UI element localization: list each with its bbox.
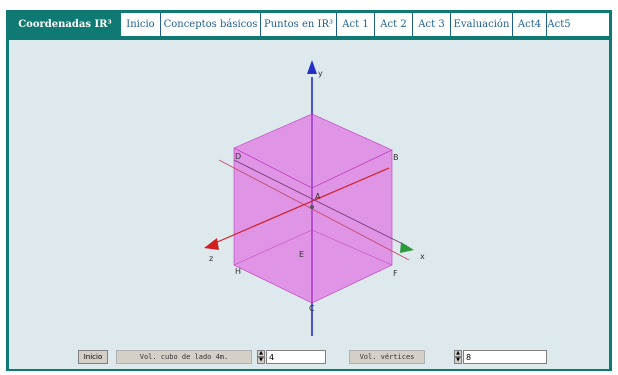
vertices-input[interactable]: 8 [463, 350, 547, 364]
tab-inicio[interactable]: Inicio [121, 13, 161, 36]
tab-puntos[interactable]: Puntos en IR³ [261, 13, 337, 36]
tab-act5[interactable]: Act5 [547, 19, 571, 30]
z-axis-label: z [209, 254, 214, 263]
vertices-label: Vol. vértices [349, 350, 425, 364]
z-axis-line [214, 167, 390, 244]
tab-coordenadas[interactable]: Coordenadas IR³ [9, 13, 121, 36]
stepper-down-icon[interactable]: ▼ [454, 357, 462, 364]
vertex-label-b: B [393, 153, 399, 162]
z-axis-back [218, 159, 410, 261]
cube-scene [204, 60, 414, 336]
stepper-down-icon[interactable]: ▼ [257, 357, 265, 364]
y-axis-label: y [318, 69, 323, 78]
cube-back-edge-3 [311, 229, 393, 266]
vertex-label-a: A [315, 192, 321, 201]
tab-evaluacion[interactable]: Evaluación [451, 13, 513, 36]
vertex-label-e: E [299, 250, 305, 259]
tab-act1[interactable]: Act 1 [337, 13, 375, 36]
vertex-label-f: F [393, 269, 398, 278]
vertex-label-d: D [235, 152, 242, 161]
x-axis-arrow [400, 242, 414, 253]
cube-back-edge-2 [233, 229, 313, 266]
tab-conceptos[interactable]: Conceptos básicos [161, 13, 261, 36]
x-axis-line [233, 159, 408, 247]
z-axis-arrow [204, 238, 219, 250]
3d-graphics-view[interactable]: y x z D B A E F H C [9, 40, 609, 339]
vertex-label-c: C [309, 304, 315, 313]
vertex-label-h: H [235, 267, 242, 276]
tab-bar: Coordenadas IR³ Inicio Conceptos básicos… [9, 13, 609, 38]
origin-point [310, 205, 314, 209]
stepper-up-icon[interactable]: ▲ [257, 350, 265, 357]
x-axis-label: x [420, 252, 425, 261]
y-axis-arrow [307, 60, 317, 74]
vertices-stepper[interactable]: ▲ ▼ [454, 350, 462, 364]
tab-act2[interactable]: Act 2 [375, 13, 413, 36]
cube-side-label: Vol. cubo de lado 4m. [116, 350, 252, 364]
cube-side-input[interactable]: 4 [266, 350, 326, 364]
control-bar: Inicio Vol. cubo de lado 4m. ▲ ▼ 4 Vol. … [9, 339, 609, 369]
inicio-button[interactable]: Inicio [78, 350, 108, 364]
app-frame: Coordenadas IR³ Inicio Conceptos básicos… [6, 10, 612, 371]
cube-side-stepper[interactable]: ▲ ▼ [257, 350, 265, 364]
tab-act4[interactable]: Act4 [513, 13, 547, 36]
stepper-up-icon[interactable]: ▲ [454, 350, 462, 357]
tab-act3[interactable]: Act 3 [413, 13, 451, 36]
